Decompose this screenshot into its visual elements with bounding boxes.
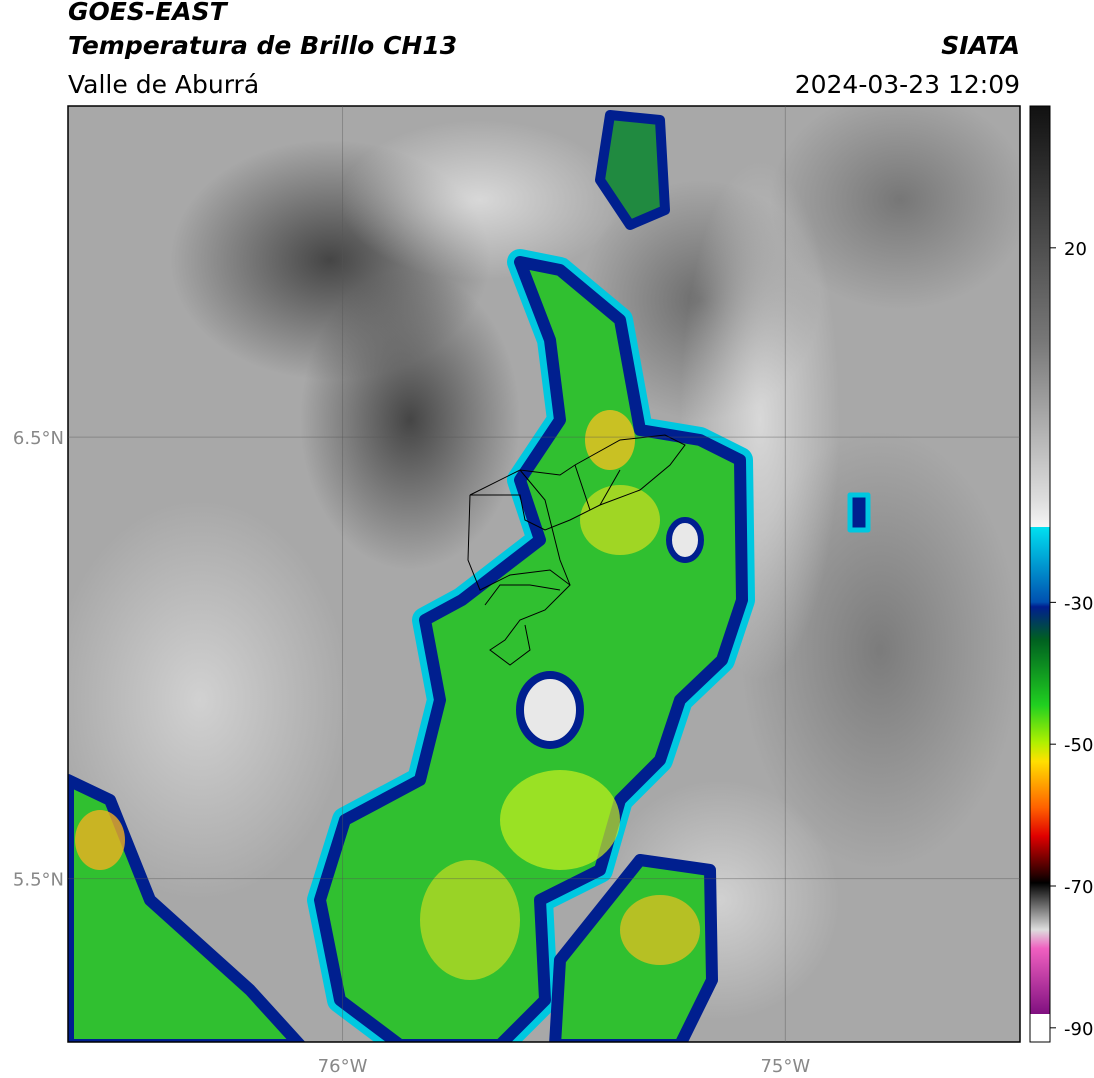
colorbar-tick-label: -50 [1064,735,1093,756]
map-frame [67,105,1021,1043]
datetime: 2024-03-23 12:09 [795,70,1020,99]
title: GOES-EAST [68,0,229,26]
source: SIATA [941,31,1020,60]
subtitle: Temperatura de Brillo CH13 [68,31,457,60]
y-tick-label: 6.5°N [13,428,64,449]
y-tick-label: 5.5°N [13,870,64,891]
colorbar-tick-label: -90 [1064,1019,1093,1040]
colorbar-tick-label: 20 [1064,239,1087,260]
colorbar [1029,105,1051,1043]
x-tick-label: 75°W [760,1056,810,1077]
x-tick-label: 76°W [318,1056,368,1077]
colorbar-tick-label: -30 [1064,593,1093,614]
satellite-image [68,106,1020,1042]
colorbar-tick-label: -70 [1064,877,1093,898]
region: Valle de Aburrá [68,70,259,99]
